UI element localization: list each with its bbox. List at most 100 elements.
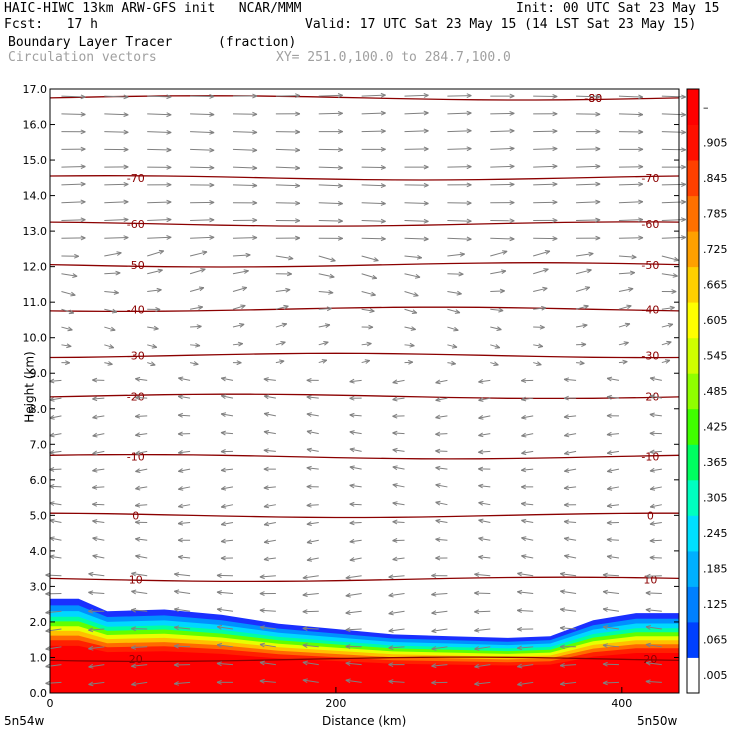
vector-arrow [606, 450, 620, 455]
vector-arrow [302, 574, 319, 580]
vector-arrow [435, 379, 448, 385]
vector-arrow [533, 94, 558, 99]
vector-arrow [232, 147, 258, 153]
vector-arrow [173, 572, 191, 577]
vector-arrow [392, 447, 405, 453]
vector-arrow [361, 128, 386, 134]
vector-arrow [318, 341, 329, 346]
vector-arrow [61, 111, 86, 117]
vector-arrow [134, 395, 148, 401]
vector-arrow [259, 642, 276, 648]
contour-label: -70 [127, 172, 145, 185]
colorbar-swatch [687, 231, 699, 268]
vector-arrow [318, 359, 328, 364]
vector-arrow [563, 414, 577, 420]
vector-arrow [349, 412, 362, 418]
vector-arrow [576, 181, 601, 187]
vector-arrow [177, 394, 191, 400]
vector-arrow [232, 183, 258, 188]
contour-line [49, 453, 680, 460]
vector-arrow [263, 448, 276, 454]
vector-arrow [220, 538, 234, 544]
vector-arrow [563, 502, 577, 508]
colorbar-swatch [687, 302, 699, 339]
vector-arrow [388, 662, 405, 668]
vector-arrow [275, 341, 286, 346]
vector-arrow [232, 235, 258, 241]
colorbar-swatch [687, 160, 699, 197]
vector-arrow [447, 360, 456, 366]
vector-arrow [263, 430, 276, 435]
vector-arrow [392, 379, 405, 385]
vector-arrow [232, 304, 246, 310]
vector-arrow [521, 432, 534, 438]
vector-arrow [220, 503, 234, 509]
vector-arrow [404, 128, 429, 134]
vector-arrow [576, 164, 601, 169]
vector-arrow [516, 608, 534, 614]
vector-arrow [263, 377, 276, 382]
vector-arrow [61, 94, 86, 100]
vector-arrow [178, 503, 191, 509]
vector-arrow [49, 467, 62, 472]
vector-arrow [533, 250, 551, 257]
contour-label: 20 [129, 653, 143, 666]
vector-arrow [618, 112, 644, 117]
vector-arrow [104, 344, 115, 349]
vector-arrow [275, 322, 288, 328]
x-axis: 0 200 400 [47, 687, 632, 710]
vector-arrow [392, 556, 405, 562]
colorbar-swatch [687, 550, 699, 587]
vector-arrow [49, 484, 62, 489]
vector-arrow [232, 165, 258, 171]
vector-arrow [220, 555, 233, 561]
vector-arrow [88, 627, 105, 633]
vector-arrow [135, 519, 148, 525]
vector-arrow [517, 571, 534, 577]
vector-arrow [361, 92, 386, 98]
vector-arrow [490, 128, 515, 134]
vector-arrow [349, 430, 362, 435]
vector-arrow [361, 183, 386, 188]
cross-section-coords: XY= 251.0,100.0 to 284.7,100.0 [276, 50, 511, 65]
vector-arrow [232, 252, 251, 258]
vector-arrow [92, 414, 105, 420]
vector-arrow [533, 217, 558, 223]
vector-arrow [618, 322, 631, 328]
vector-arrow [178, 468, 191, 473]
vector-arrow [189, 250, 208, 257]
vector-arrow [302, 592, 319, 597]
colorbar-swatch [687, 124, 699, 161]
colorbar-swatch [687, 408, 699, 445]
vector-arrow [49, 536, 62, 542]
vector-arrow [361, 236, 386, 242]
vector-arrow [576, 342, 587, 347]
vector-arrow [318, 201, 343, 206]
vector-arrow [575, 323, 588, 329]
vector-arrow [606, 413, 619, 419]
vector-arrow [275, 255, 294, 261]
vector-arrow [404, 342, 415, 348]
vector-arrow [520, 378, 534, 383]
vector-arrow [88, 663, 105, 669]
vector-arrow [435, 537, 448, 542]
y-tick-label: 3.0 [30, 580, 48, 593]
vector-arrow [190, 217, 215, 223]
vector-arrow [575, 268, 592, 275]
vector-arrow [404, 236, 429, 242]
contour-label: -30 [127, 349, 145, 362]
vector-arrow [306, 429, 319, 435]
vector-arrow [178, 376, 191, 382]
y-tick-label: 1.0 [30, 651, 48, 664]
vector-arrow [318, 129, 343, 134]
vector-arrow [447, 146, 472, 152]
colorbar-label: .605 [703, 314, 728, 327]
vector-arrow [520, 467, 534, 473]
colorbar-swatch [687, 337, 699, 374]
colorbar-swatch [687, 444, 699, 481]
vector-arrow [564, 450, 577, 456]
temperature-contours: -80-80-70 -70-60 -60-50 -50-40 -40-30 -30-20-… [49, 92, 680, 666]
vector-arrow [345, 592, 362, 598]
vector-arrow [220, 467, 234, 473]
vector-arrow [388, 610, 405, 616]
